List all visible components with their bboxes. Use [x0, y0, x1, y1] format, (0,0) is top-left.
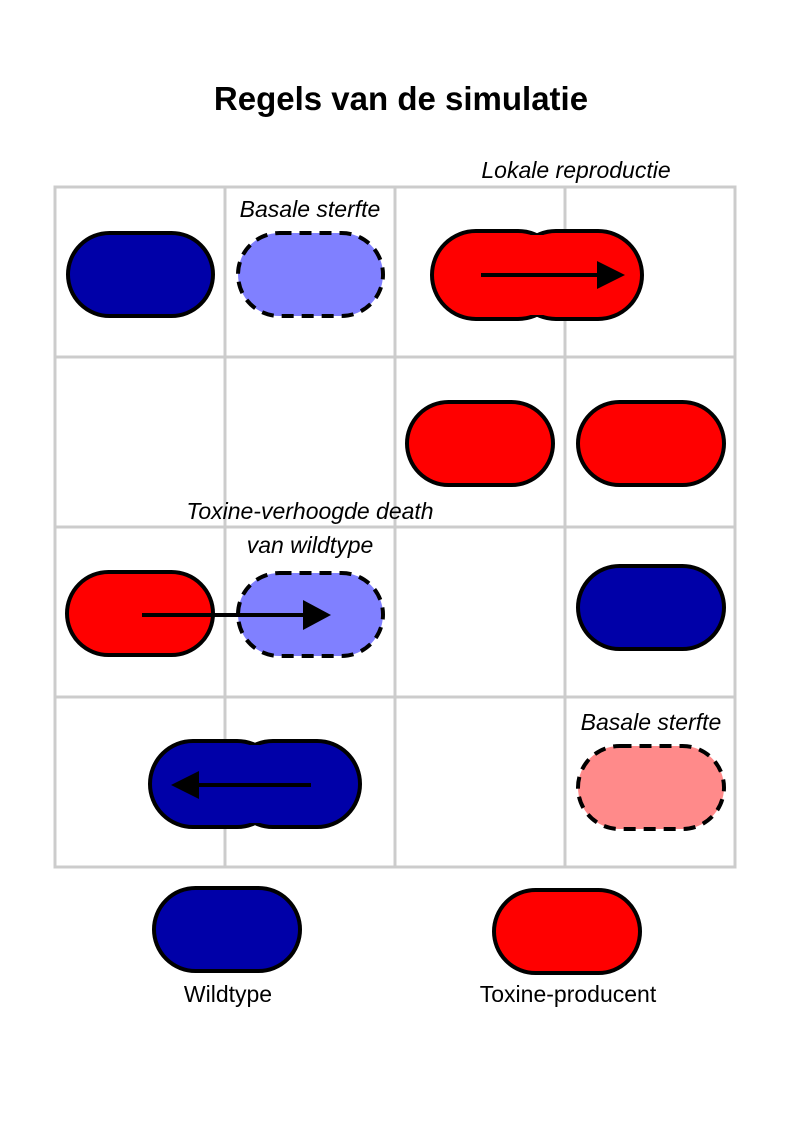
arrowhead-right-icon — [597, 261, 625, 289]
diagram-title: Regels van de simulatie — [214, 80, 588, 117]
toxin-producer-cell — [576, 400, 726, 487]
annotation-toxin-death-line2: van wildtype — [247, 532, 374, 558]
toxin-producer-cell — [405, 400, 555, 487]
wildtype-dividing-cell — [148, 739, 362, 829]
arrowhead-left-icon — [171, 771, 199, 799]
legend-toxin-producer-swatch — [492, 888, 642, 975]
wildtype-cell — [576, 564, 726, 651]
arrowhead-right-icon — [303, 600, 331, 630]
annotation-basal-death-bottom: Basale sterfte — [581, 709, 722, 735]
annotation-toxin-death-line1: Toxine-verhoogde death — [186, 498, 433, 524]
legend-toxin-producer-label: Toxine-producent — [480, 981, 657, 1007]
annotation-local-reproduction: Lokale reproductie — [481, 157, 670, 183]
annotation-basal-death-top: Basale sterfte — [240, 196, 381, 222]
toxin-producer-dividing-cell — [430, 229, 644, 321]
legend-wildtype-swatch — [152, 886, 302, 973]
legend: Wildtype Toxine-producent — [152, 886, 657, 1007]
toxin-producer-dying-cell — [576, 744, 726, 831]
legend-wildtype-label: Wildtype — [184, 981, 272, 1007]
wildtype-cell — [66, 231, 215, 318]
wildtype-dying-cell — [236, 231, 385, 318]
